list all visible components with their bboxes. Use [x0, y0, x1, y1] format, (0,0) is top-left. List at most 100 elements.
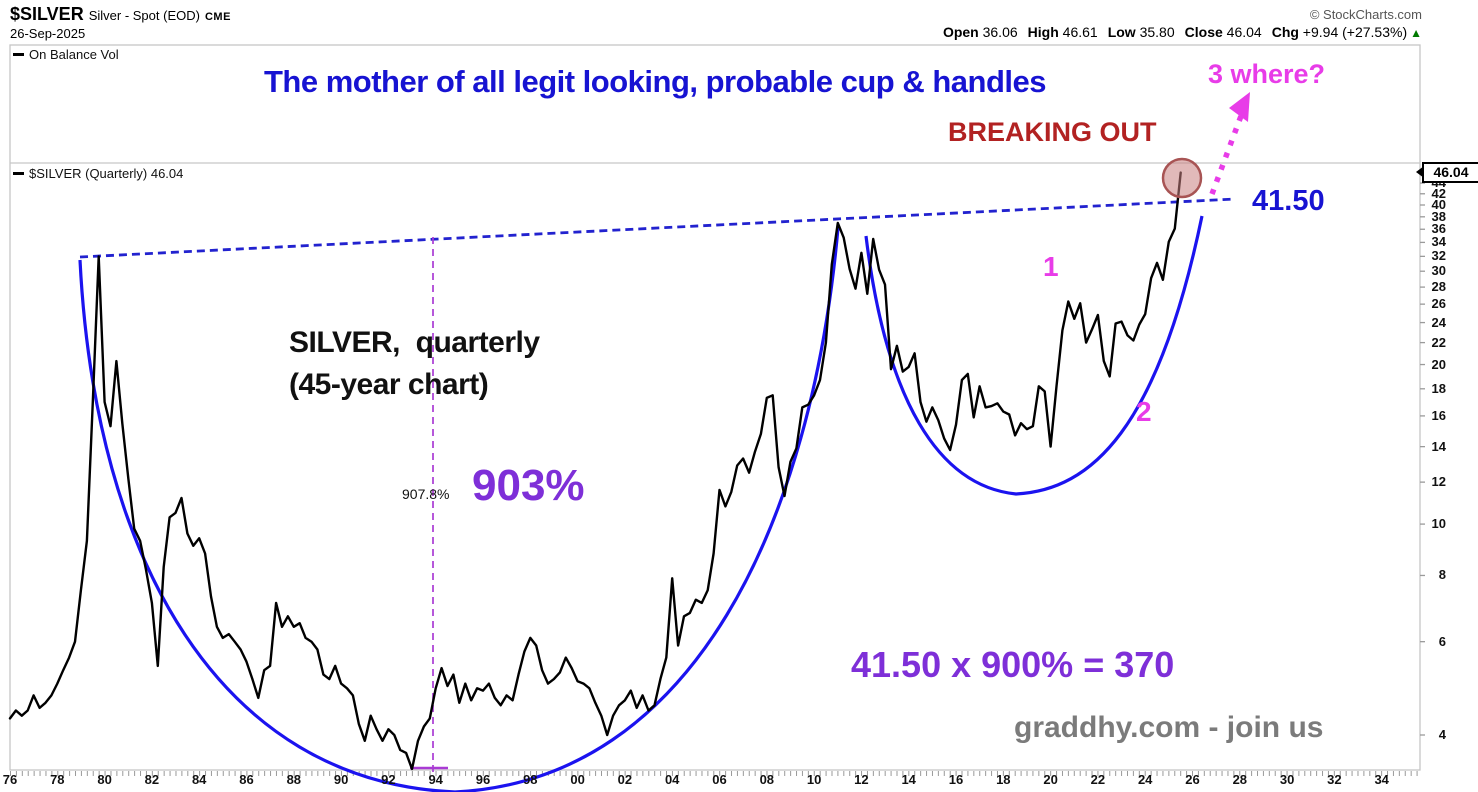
watermark-label: graddhy.com - join us [1014, 711, 1324, 744]
legend-line-swatch-icon [13, 172, 24, 176]
quote-low-label: Low [1107, 24, 1136, 40]
quote-chg-value: +9.94 (+27.53%) [1298, 24, 1408, 40]
y-axis-tick-marks [1420, 182, 1425, 736]
x-axis-tick-label: 16 [948, 772, 964, 787]
x-axis-tick-label: 88 [286, 772, 302, 787]
quote-high-label: High [1027, 24, 1059, 40]
price-tag-notch-icon [1416, 166, 1424, 178]
x-axis-tick-label: 98 [523, 772, 538, 787]
quote-up-arrow-icon: ▲ [1410, 26, 1422, 40]
symbol-name: Silver - Spot (EOD) [88, 8, 200, 23]
x-axis-tick-label: 82 [144, 772, 160, 787]
last-price-tag: 46.04 [1416, 162, 1478, 183]
quote-close-value: 46.04 [1222, 24, 1262, 40]
where-label: 3 where? [1208, 59, 1326, 89]
y-axis-tick-label: 34 [1431, 234, 1446, 250]
x-axis-tick-label: 76 [2, 772, 18, 787]
x-axis-tick-label: 30 [1279, 772, 1295, 787]
y-axis-tick-label: 20 [1431, 356, 1446, 372]
projection-arrow-head-icon [1229, 92, 1250, 122]
y-axis-tick-label: 6 [1438, 633, 1446, 649]
main-legend-label: $SILVER (Quarterly) 46.04 [29, 166, 184, 181]
y-axis-tick-label: 30 [1431, 263, 1446, 279]
quote-open-value: 36.06 [978, 24, 1018, 40]
obv-panel-legend: On Balance Vol [13, 47, 119, 62]
x-axis-tick-label: 94 [428, 772, 443, 787]
x-axis-tick-label: 24 [1137, 772, 1153, 787]
stockcharts-copyright: © StockCharts.com [1309, 7, 1422, 22]
y-axis-tick-label: 16 [1431, 407, 1446, 423]
x-axis-tick-label: 34 [1374, 772, 1389, 787]
y-axis-tick-label: 36 [1431, 221, 1446, 237]
chart-headline: The mother of all legit looking, probabl… [263, 64, 1047, 99]
symbol-exchange: CME [204, 11, 231, 23]
cup-1-label: 1 [1043, 251, 1059, 282]
quote-low-value: 35.80 [1135, 24, 1175, 40]
main-panel-legend: $SILVER (Quarterly) 46.04 [13, 166, 183, 181]
chart-description-label: SILVER, quarterly (45-year chart) [289, 322, 540, 406]
y-axis-tick-label: 38 [1431, 208, 1446, 224]
x-axis-tick-label: 06 [712, 772, 727, 787]
symbol-ticker: $SILVER [10, 4, 84, 24]
breaking-out-label: BREAKING OUT [948, 117, 1157, 147]
x-axis-tick-label: 26 [1185, 772, 1200, 787]
chart-description-line2: (45-year chart) [289, 368, 489, 401]
price-tag-value: 46.04 [1433, 164, 1469, 180]
y-axis-tick-label: 14 [1431, 438, 1446, 454]
silver-price-line [8, 171, 1182, 771]
quote-open-label: Open [942, 24, 979, 40]
x-axis-tick-label: 32 [1327, 772, 1342, 787]
y-axis-tick-label: 32 [1431, 248, 1446, 264]
y-axis-tick-label: 24 [1431, 314, 1446, 330]
x-axis-tick-label: 86 [239, 772, 254, 787]
x-axis-tick-label: 22 [1090, 772, 1106, 787]
chart-date: 26-Sep-2025 [10, 26, 86, 41]
measure-tool-percent: 907.8% [402, 486, 450, 502]
x-axis-tick-label: 00 [570, 772, 585, 787]
chart-description-line1: SILVER, quarterly [289, 326, 540, 359]
x-axis-tick-label: 20 [1043, 772, 1058, 787]
x-axis-tick-label: 90 [333, 772, 349, 787]
small-cup-arc [864, 215, 1204, 496]
breakout-circle [1161, 157, 1203, 199]
y-axis-tick-label: 26 [1431, 296, 1446, 312]
y-axis-tick-label: 42 [1431, 185, 1446, 201]
cup-2-label: 2 [1136, 396, 1152, 427]
x-axis-tick-label: 78 [50, 772, 65, 787]
x-axis-tick-label: 28 [1232, 772, 1248, 787]
y-axis-tick-label: 12 [1431, 474, 1446, 490]
x-axis-tick-label: 02 [617, 772, 633, 787]
x-axis-tick-label: 92 [381, 772, 396, 787]
chart-frame [9, 44, 1421, 771]
x-axis-tick-label: 14 [901, 772, 916, 787]
y-axis-tick-label: 10 [1431, 516, 1446, 532]
obv-legend-label: On Balance Vol [29, 47, 119, 62]
measure-percent-label: 903% [472, 461, 585, 510]
ohlc-quote-line: Open 36.06 High 46.61 Low 35.80 Close 46.04… [933, 24, 1422, 40]
resistance-level-label: 41.50 [1252, 185, 1325, 217]
y-axis-tick-label: 28 [1431, 279, 1446, 295]
y-axis-tick-label: 18 [1431, 380, 1446, 396]
x-axis-tick-label: 10 [806, 772, 822, 787]
large-cup-arc [78, 227, 840, 792]
legend-line-swatch-icon [13, 53, 24, 57]
x-axis-tick-label: 96 [475, 772, 491, 787]
x-axis-tick-label: 12 [854, 772, 869, 787]
y-axis-tick-label: 4 [1438, 727, 1446, 742]
x-axis-tick-label: 18 [996, 772, 1011, 787]
y-axis-tick-label: 22 [1431, 334, 1446, 350]
symbol-title: $SILVER Silver - Spot (EOD) CME [10, 4, 231, 25]
x-axis-tick-label: 04 [664, 772, 680, 787]
x-axis-tick-label: 08 [759, 772, 775, 787]
x-axis-tick-label: 84 [191, 772, 207, 787]
quote-close-label: Close [1184, 24, 1223, 40]
projection-arrow-shaft [1209, 115, 1244, 195]
quote-high-value: 46.61 [1058, 24, 1098, 40]
y-axis-tick-label: 8 [1438, 567, 1446, 583]
resistance-trendline [79, 197, 1236, 259]
price-projection-label: 41.50 x 900% = 370 [851, 644, 1175, 685]
x-axis-tick-label: 80 [97, 772, 112, 787]
quote-chg-label: Chg [1271, 24, 1299, 40]
